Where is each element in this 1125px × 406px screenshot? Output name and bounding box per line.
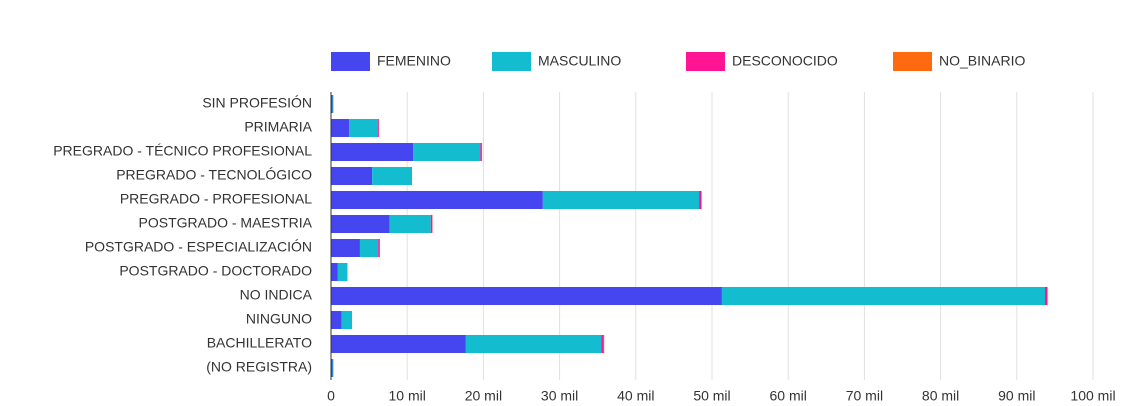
bar-segment — [331, 143, 414, 161]
bar-segment — [332, 359, 334, 377]
bar-segment — [349, 119, 379, 137]
bar-segment — [721, 287, 1045, 305]
bar-segment — [331, 215, 390, 233]
bar-segment — [699, 191, 702, 209]
bar-segment — [331, 311, 342, 329]
y-tick-label: PREGRADO - TÉCNICO PROFESIONAL — [53, 143, 312, 159]
x-tick-label: 60 mil — [770, 388, 807, 404]
bar-segment — [378, 239, 380, 257]
y-tick-label: BACHILLERATO — [207, 335, 312, 351]
x-tick-label: 40 mil — [617, 388, 654, 404]
bar-segment — [331, 167, 373, 185]
x-tick-label: 100 mil — [1070, 388, 1115, 404]
bar-segment — [389, 215, 431, 233]
x-tick-label: 80 mil — [922, 388, 959, 404]
bar-segment — [337, 263, 348, 281]
x-tick-label: 10 mil — [389, 388, 426, 404]
bar-segment — [332, 95, 334, 113]
y-tick-label: POSTGRADO - DOCTORADO — [119, 263, 312, 279]
bar-segment — [331, 191, 543, 209]
x-tick-label: 70 mil — [846, 388, 883, 404]
bar-segment — [331, 287, 722, 305]
bar-segment — [413, 143, 481, 161]
bar-segment — [430, 215, 433, 233]
legend-swatch — [893, 52, 932, 71]
bar-segment — [378, 119, 380, 137]
legend-swatch — [686, 52, 725, 71]
y-tick-label: POSTGRADO - ESPECIALIZACIÓN — [85, 239, 312, 255]
legend-label: FEMENINO — [377, 53, 451, 69]
y-tick-label: PRIMARIA — [244, 119, 312, 135]
legend-label: DESCONOCIDO — [732, 53, 838, 69]
bar-segment — [359, 239, 379, 257]
bar-segment — [465, 335, 602, 353]
legend-label: NO_BINARIO — [939, 53, 1025, 69]
y-tick-label: (NO REGISTRA) — [206, 359, 312, 375]
x-tick-label: 30 mil — [541, 388, 578, 404]
bar-segment — [341, 311, 352, 329]
y-tick-label: PREGRADO - PROFESIONAL — [120, 191, 312, 207]
x-tick-label: 20 mil — [465, 388, 502, 404]
y-tick-label: NINGUNO — [246, 311, 312, 327]
x-tick-label: 90 mil — [998, 388, 1035, 404]
bar-segment — [1044, 287, 1048, 305]
legend-swatch — [331, 52, 370, 71]
bar-segment — [331, 359, 333, 377]
bar-segment — [411, 167, 412, 185]
legend-label: MASCULINO — [538, 53, 621, 69]
y-tick-label: POSTGRADO - MAESTRIA — [139, 215, 313, 231]
bar-segment — [480, 143, 482, 161]
legend-swatch — [492, 52, 531, 71]
y-tick-label: PREGRADO - TECNOLÓGICO — [116, 167, 312, 183]
bar-segment — [372, 167, 412, 185]
bar-segment — [331, 119, 350, 137]
x-tick-label: 50 mil — [693, 388, 730, 404]
bar-segment — [331, 335, 466, 353]
bar-segment — [331, 263, 338, 281]
y-tick-label: SIN PROFESIÓN — [202, 95, 312, 111]
x-tick-label: 0 — [327, 388, 335, 404]
bar-segment — [331, 239, 360, 257]
bar-segment — [331, 95, 333, 113]
bar-segment — [542, 191, 700, 209]
bar-segment — [601, 335, 604, 353]
y-tick-label: NO INDICA — [240, 287, 313, 303]
